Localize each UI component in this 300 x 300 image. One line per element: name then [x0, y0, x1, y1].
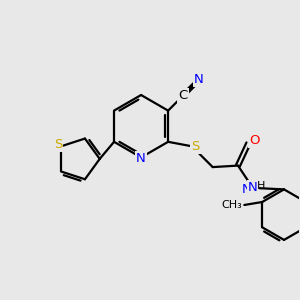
Text: N: N	[136, 152, 146, 165]
Text: N: N	[194, 74, 204, 86]
Text: O: O	[249, 134, 260, 147]
Text: CH₃: CH₃	[221, 200, 242, 210]
Text: N: N	[242, 183, 251, 196]
Text: S: S	[191, 140, 200, 153]
Text: N: N	[248, 182, 258, 194]
Text: S: S	[54, 138, 62, 151]
Text: C: C	[178, 89, 188, 102]
Text: H: H	[257, 182, 265, 191]
Text: H: H	[243, 184, 251, 194]
